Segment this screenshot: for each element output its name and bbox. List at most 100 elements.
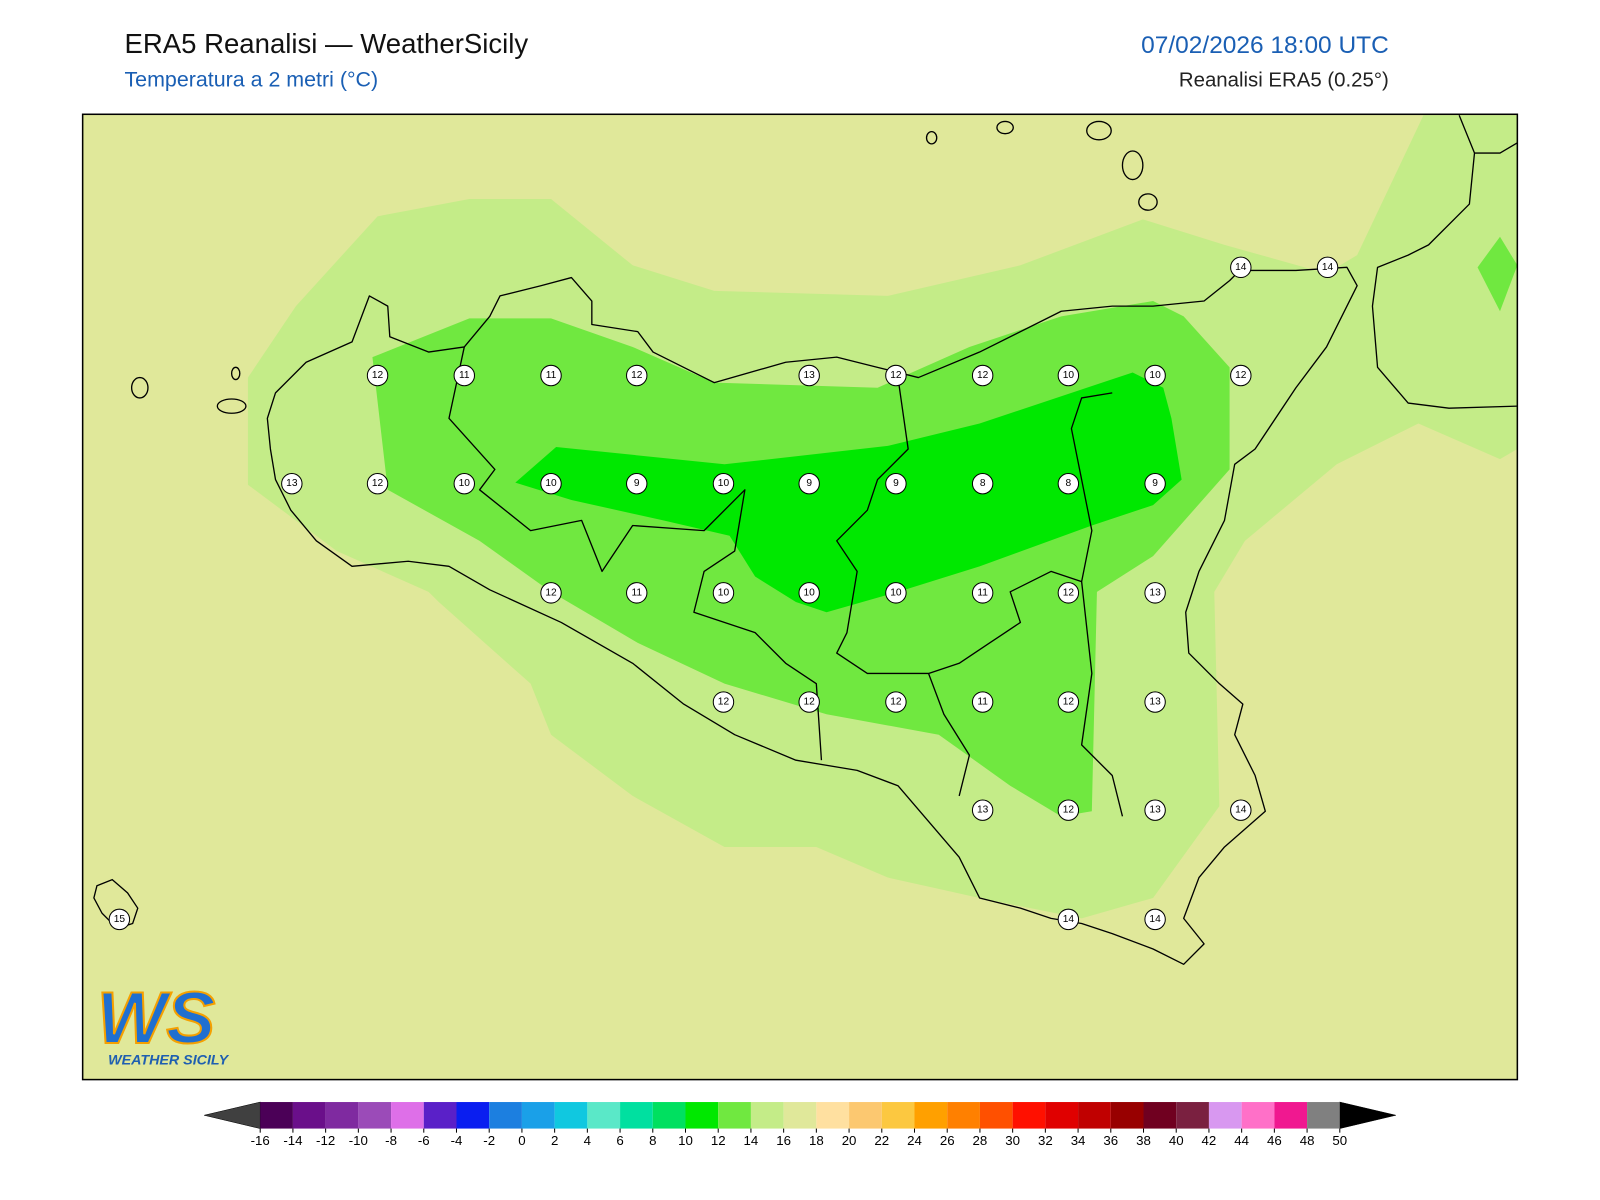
station-marker xyxy=(540,364,562,387)
station-marker xyxy=(1230,364,1252,387)
colorbar-label: 38 xyxy=(1136,1133,1151,1148)
colorbar-bin xyxy=(849,1102,882,1129)
station-marker xyxy=(281,472,303,495)
colorbar-bin xyxy=(260,1102,293,1129)
colorbar-label: 8 xyxy=(649,1133,656,1148)
station-marker xyxy=(798,364,820,387)
station-marker xyxy=(885,691,907,713)
station-marker xyxy=(540,472,562,495)
station-marker xyxy=(1144,472,1166,495)
colorbar-label: -14 xyxy=(283,1133,302,1148)
colorbar-label: 34 xyxy=(1071,1133,1086,1148)
colorbar-label: 14 xyxy=(744,1133,759,1148)
colorbar-label: 42 xyxy=(1202,1133,1217,1148)
station-marker xyxy=(712,582,735,604)
station-marker xyxy=(798,691,820,713)
station-value: 10 xyxy=(890,587,902,598)
colorbar-bin xyxy=(1143,1102,1177,1129)
station-marker xyxy=(1057,364,1080,387)
station-marker xyxy=(971,364,994,387)
station-value: 14 xyxy=(1322,262,1334,273)
station-marker xyxy=(1057,582,1080,604)
calabria-coast xyxy=(1371,115,1518,409)
colorbar-bin xyxy=(1045,1102,1079,1129)
station-value: 12 xyxy=(1063,697,1075,708)
station-value: 11 xyxy=(977,697,988,708)
station-value: 8 xyxy=(1066,478,1072,489)
colorbar-bin xyxy=(881,1102,915,1129)
station-marker xyxy=(626,364,648,387)
colorbar-bin xyxy=(1176,1102,1209,1129)
station-marker xyxy=(712,472,735,495)
colorbar-bin xyxy=(1241,1102,1275,1129)
station-marker xyxy=(366,364,389,387)
contour-10 xyxy=(515,372,1182,613)
station-value: 9 xyxy=(1152,478,1158,489)
colorbar-label: 18 xyxy=(809,1133,824,1148)
colorbar-label: 0 xyxy=(518,1133,525,1148)
colorbar-bin xyxy=(947,1102,980,1129)
station-marker xyxy=(971,691,994,713)
colorbar-label: -2 xyxy=(483,1133,495,1148)
colorbar-bin xyxy=(652,1102,686,1129)
station-value: 14 xyxy=(1235,805,1247,816)
islands xyxy=(93,120,1158,930)
station-value: 10 xyxy=(804,587,816,598)
station-value: 12 xyxy=(372,370,384,381)
station-marker xyxy=(971,472,994,495)
station-value: 12 xyxy=(1063,805,1075,816)
colorbar-label: 48 xyxy=(1300,1133,1315,1148)
station-value: 13 xyxy=(286,478,298,489)
colorbar-bin xyxy=(1307,1102,1340,1129)
logo: WS WEATHER SICILY xyxy=(96,975,230,1068)
station-value: 11 xyxy=(546,370,557,381)
colorbar-label: 36 xyxy=(1103,1133,1118,1148)
colorbar: -16 -14 -12 -10 -8 -6 -4 -2 0 2 4 6 8 10 12 14 16 18 20 22 2… xyxy=(204,1101,1396,1148)
source: Reanalisi ERA5 (0.25°) xyxy=(1179,70,1389,92)
coastline xyxy=(266,266,1358,965)
station-value: 15 xyxy=(114,914,126,925)
station-marker xyxy=(712,691,735,713)
station-value: 10 xyxy=(1063,370,1075,381)
station-value: 12 xyxy=(890,697,902,708)
colorbar-label: 46 xyxy=(1267,1133,1282,1148)
station-value: 12 xyxy=(804,697,816,708)
station-marker xyxy=(798,582,820,604)
station-value: 13 xyxy=(804,370,816,381)
colorbar-bin xyxy=(554,1102,588,1129)
colorbar-bin xyxy=(620,1102,653,1129)
colorbar-label: 40 xyxy=(1169,1133,1184,1148)
colorbar-bin xyxy=(1110,1102,1144,1129)
station-value: 10 xyxy=(545,478,557,489)
colorbar-label: -12 xyxy=(316,1133,335,1148)
station-value: 9 xyxy=(893,478,899,489)
station-value: 12 xyxy=(718,697,730,708)
colorbar-label: 4 xyxy=(584,1133,591,1148)
station-value: 12 xyxy=(977,370,989,381)
colorbar-bin xyxy=(685,1102,719,1129)
colorbar-bin xyxy=(750,1102,784,1129)
subtitle: Temperatura a 2 metri (°C) xyxy=(124,68,378,92)
station-marker xyxy=(885,472,907,495)
station-marker xyxy=(366,472,389,495)
colorbar-label: 50 xyxy=(1332,1133,1347,1148)
colorbar-bin xyxy=(521,1102,555,1129)
colorbar-bin xyxy=(489,1102,522,1129)
colorbar-over xyxy=(1339,1101,1396,1129)
colorbar-bin xyxy=(1208,1102,1242,1129)
station-value: 10 xyxy=(718,587,730,598)
colorbar-label: 30 xyxy=(1005,1133,1020,1148)
station-marker xyxy=(1144,799,1166,821)
logo-mark: WS xyxy=(97,976,215,1059)
datetime: 07/02/2026 18:00 UTC xyxy=(1141,32,1389,59)
colorbar-label: 12 xyxy=(711,1133,726,1148)
station-marker xyxy=(885,364,907,387)
map-area: 12 11 11 12 13 12 12 10 10 12 14 14 13 12 10 10 9 10 9 9 8 8 9… xyxy=(82,114,1518,1080)
title: ERA5 Reanalisi — WeatherSicily xyxy=(124,28,528,59)
station-value: 8 xyxy=(980,478,986,489)
colorbar-bin xyxy=(914,1102,948,1129)
station-value: 14 xyxy=(1063,914,1075,925)
colorbar-bin xyxy=(391,1102,424,1129)
